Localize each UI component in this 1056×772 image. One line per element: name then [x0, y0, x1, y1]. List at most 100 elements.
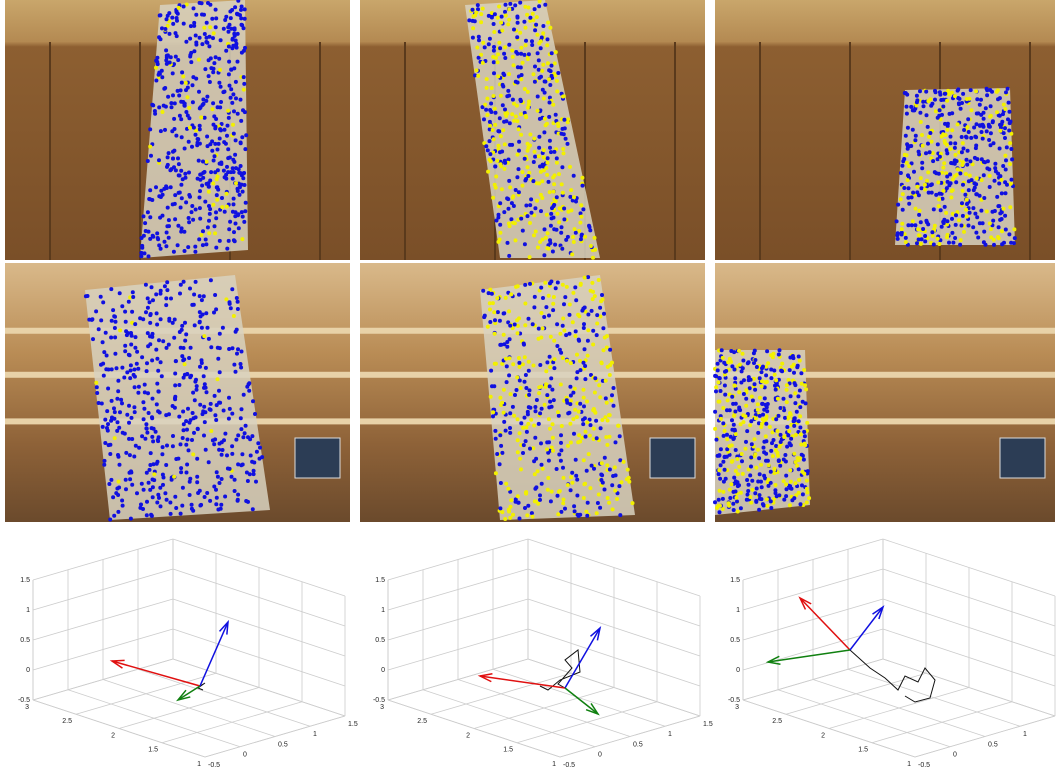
feature-point: [751, 399, 755, 403]
feature-point: [592, 427, 596, 431]
feature-point: [718, 510, 722, 514]
feature-point: [135, 362, 139, 366]
feature-point: [538, 240, 542, 244]
feature-point: [770, 441, 774, 445]
feature-point: [158, 13, 162, 17]
feature-point: [528, 255, 532, 259]
x-tick-label: -0.5: [563, 762, 575, 767]
feature-point: [519, 77, 523, 81]
feature-point: [590, 281, 594, 285]
feature-point: [156, 409, 160, 413]
feature-point: [917, 233, 921, 237]
feature-point: [115, 366, 119, 370]
feature-point: [144, 422, 148, 426]
feature-point: [171, 22, 175, 26]
feature-point: [911, 219, 915, 223]
feature-point: [771, 355, 775, 359]
feature-point: [954, 223, 958, 227]
z-tick-label: 0.5: [375, 637, 385, 644]
feature-point: [966, 117, 970, 121]
feature-point: [753, 388, 757, 392]
feature-point: [225, 134, 229, 138]
feature-point: [764, 439, 768, 443]
feature-point: [200, 184, 204, 188]
feature-point: [507, 7, 511, 11]
feature-point: [602, 348, 606, 352]
feature-point: [730, 460, 734, 464]
feature-point: [582, 326, 586, 330]
feature-point: [232, 160, 236, 164]
feature-point: [498, 396, 502, 400]
feature-point: [942, 189, 946, 193]
feature-point: [553, 357, 557, 361]
feature-point: [213, 231, 217, 235]
feature-point: [943, 205, 947, 209]
feature-point: [783, 416, 787, 420]
feature-point: [173, 217, 177, 221]
feature-point: [498, 462, 502, 466]
feature-point: [606, 365, 610, 369]
feature-point: [499, 162, 503, 166]
feature-point: [233, 5, 237, 9]
feature-point: [563, 507, 567, 511]
feature-point: [501, 72, 505, 76]
feature-point: [99, 363, 103, 367]
feature-point: [188, 493, 192, 497]
feature-point: [927, 191, 931, 195]
feature-point: [517, 356, 521, 360]
feature-point: [532, 160, 536, 164]
feature-point: [937, 204, 941, 208]
feature-point: [802, 458, 806, 462]
feature-point: [555, 156, 559, 160]
feature-point: [179, 442, 183, 446]
feature-point: [713, 427, 717, 431]
feature-point: [230, 444, 234, 448]
feature-point: [527, 317, 531, 321]
feature-point: [593, 236, 597, 240]
feature-point: [774, 491, 778, 495]
feature-point: [722, 434, 726, 438]
feature-point: [133, 385, 137, 389]
feature-point: [1001, 164, 1005, 168]
feature-point: [972, 126, 976, 130]
feature-point: [230, 452, 234, 456]
feature-point: [182, 376, 186, 380]
feature-point: [975, 122, 979, 126]
photo: [360, 0, 705, 260]
feature-point: [917, 213, 921, 217]
feature-point: [797, 419, 801, 423]
feature-point: [492, 30, 496, 34]
feature-point: [128, 376, 132, 380]
feature-point: [249, 454, 253, 458]
feature-point: [198, 294, 202, 298]
feature-point: [123, 349, 127, 353]
feature-point: [543, 403, 547, 407]
feature-point: [513, 393, 517, 397]
feature-point: [197, 58, 201, 62]
feature-point: [142, 417, 146, 421]
feature-point: [223, 128, 227, 132]
feature-point: [484, 108, 488, 112]
feature-point: [218, 127, 222, 131]
feature-point: [209, 278, 213, 282]
feature-point: [777, 414, 781, 418]
feature-point: [488, 139, 492, 143]
feature-point: [485, 113, 489, 117]
feature-point: [555, 89, 559, 93]
feature-point: [157, 105, 161, 109]
feature-point: [112, 514, 116, 518]
feature-point: [174, 31, 178, 35]
feature-point: [191, 83, 195, 87]
feature-point: [903, 91, 907, 95]
feature-point: [803, 383, 807, 387]
feature-point: [485, 97, 489, 101]
feature-point: [926, 142, 930, 146]
x-tick-label: -0.5: [208, 762, 220, 767]
feature-point: [592, 467, 596, 471]
feature-point: [798, 389, 802, 393]
feature-point: [148, 215, 152, 219]
feature-point: [196, 427, 200, 431]
feature-point: [593, 391, 597, 395]
feature-point: [505, 364, 509, 368]
feature-point: [533, 206, 537, 210]
